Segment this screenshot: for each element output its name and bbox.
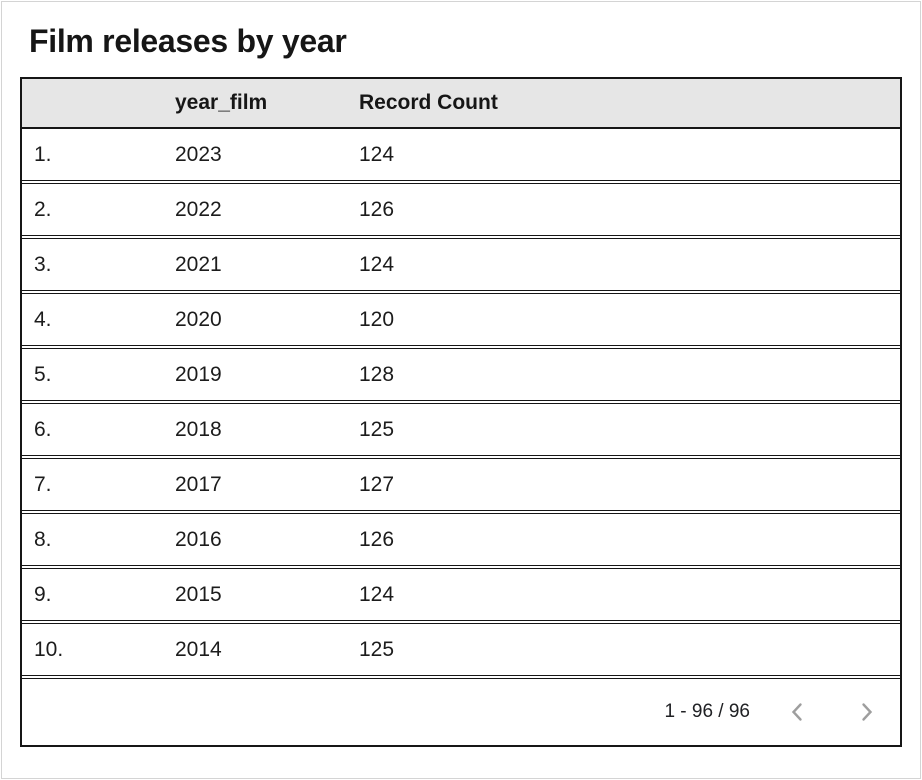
table-row: 1. 2023 124 — [22, 129, 900, 180]
cell-record-count: 125 — [359, 637, 395, 661]
table-row: 5. 2019 128 — [22, 349, 900, 400]
table-header-row: year_film Record Count — [22, 79, 900, 129]
row-index: 6. — [34, 417, 52, 441]
row-divider — [22, 675, 900, 679]
table-row: 3. 2021 124 — [22, 239, 900, 290]
row-divider — [22, 565, 900, 569]
cell-record-count: 125 — [359, 417, 395, 441]
cell-record-count: 128 — [359, 362, 395, 386]
row-index: 3. — [34, 252, 52, 276]
data-table: year_film Record Count 1. 2023 124 2. 20… — [20, 77, 902, 747]
row-divider — [22, 290, 900, 294]
header-cell-year-film[interactable]: year_film — [175, 91, 268, 114]
table-row: 4. 2020 120 — [22, 294, 900, 345]
cell-record-count: 124 — [359, 142, 395, 166]
row-divider — [22, 400, 900, 404]
pagination-next-button[interactable] — [852, 698, 880, 726]
chevron-right-icon — [854, 700, 878, 724]
row-index: 9. — [34, 582, 52, 606]
row-index: 1. — [34, 142, 52, 166]
cell-year-film: 2022 — [175, 197, 222, 221]
cell-year-film: 2019 — [175, 362, 222, 386]
cell-year-film: 2016 — [175, 527, 222, 551]
table-row: 8. 2016 126 — [22, 514, 900, 565]
table-row: 9. 2015 124 — [22, 569, 900, 620]
table-row: 7. 2017 127 — [22, 459, 900, 510]
cell-year-film: 2014 — [175, 637, 222, 661]
cell-year-film: 2017 — [175, 472, 222, 496]
row-divider — [22, 235, 900, 239]
row-index: 7. — [34, 472, 52, 496]
cell-record-count: 124 — [359, 582, 395, 606]
cell-year-film: 2018 — [175, 417, 222, 441]
row-index: 2. — [34, 197, 52, 221]
pagination-prev-button[interactable] — [784, 698, 812, 726]
row-divider — [22, 620, 900, 624]
cell-record-count: 127 — [359, 472, 395, 496]
cell-record-count: 126 — [359, 527, 395, 551]
cell-record-count: 126 — [359, 197, 395, 221]
row-index: 4. — [34, 307, 52, 331]
row-divider — [22, 510, 900, 514]
row-divider — [22, 180, 900, 184]
cell-year-film: 2015 — [175, 582, 222, 606]
row-divider — [22, 455, 900, 459]
table-pagination: 1 - 96 / 96 — [22, 679, 900, 745]
chevron-left-icon — [786, 700, 810, 724]
table-row: 2. 2022 126 — [22, 184, 900, 235]
cell-year-film: 2021 — [175, 252, 222, 276]
cell-year-film: 2023 — [175, 142, 222, 166]
page-title: Film releases by year — [29, 23, 347, 59]
cell-record-count: 120 — [359, 307, 395, 331]
row-index: 10. — [34, 637, 64, 661]
row-index: 5. — [34, 362, 52, 386]
table-row: 6. 2018 125 — [22, 404, 900, 455]
cell-year-film: 2020 — [175, 307, 222, 331]
row-divider — [22, 345, 900, 349]
cell-record-count: 124 — [359, 252, 395, 276]
header-cell-record-count[interactable]: Record Count — [359, 91, 498, 114]
row-index: 8. — [34, 527, 52, 551]
table-row: 10. 2014 125 — [22, 624, 900, 675]
pagination-range-label: 1 - 96 / 96 — [664, 701, 750, 722]
